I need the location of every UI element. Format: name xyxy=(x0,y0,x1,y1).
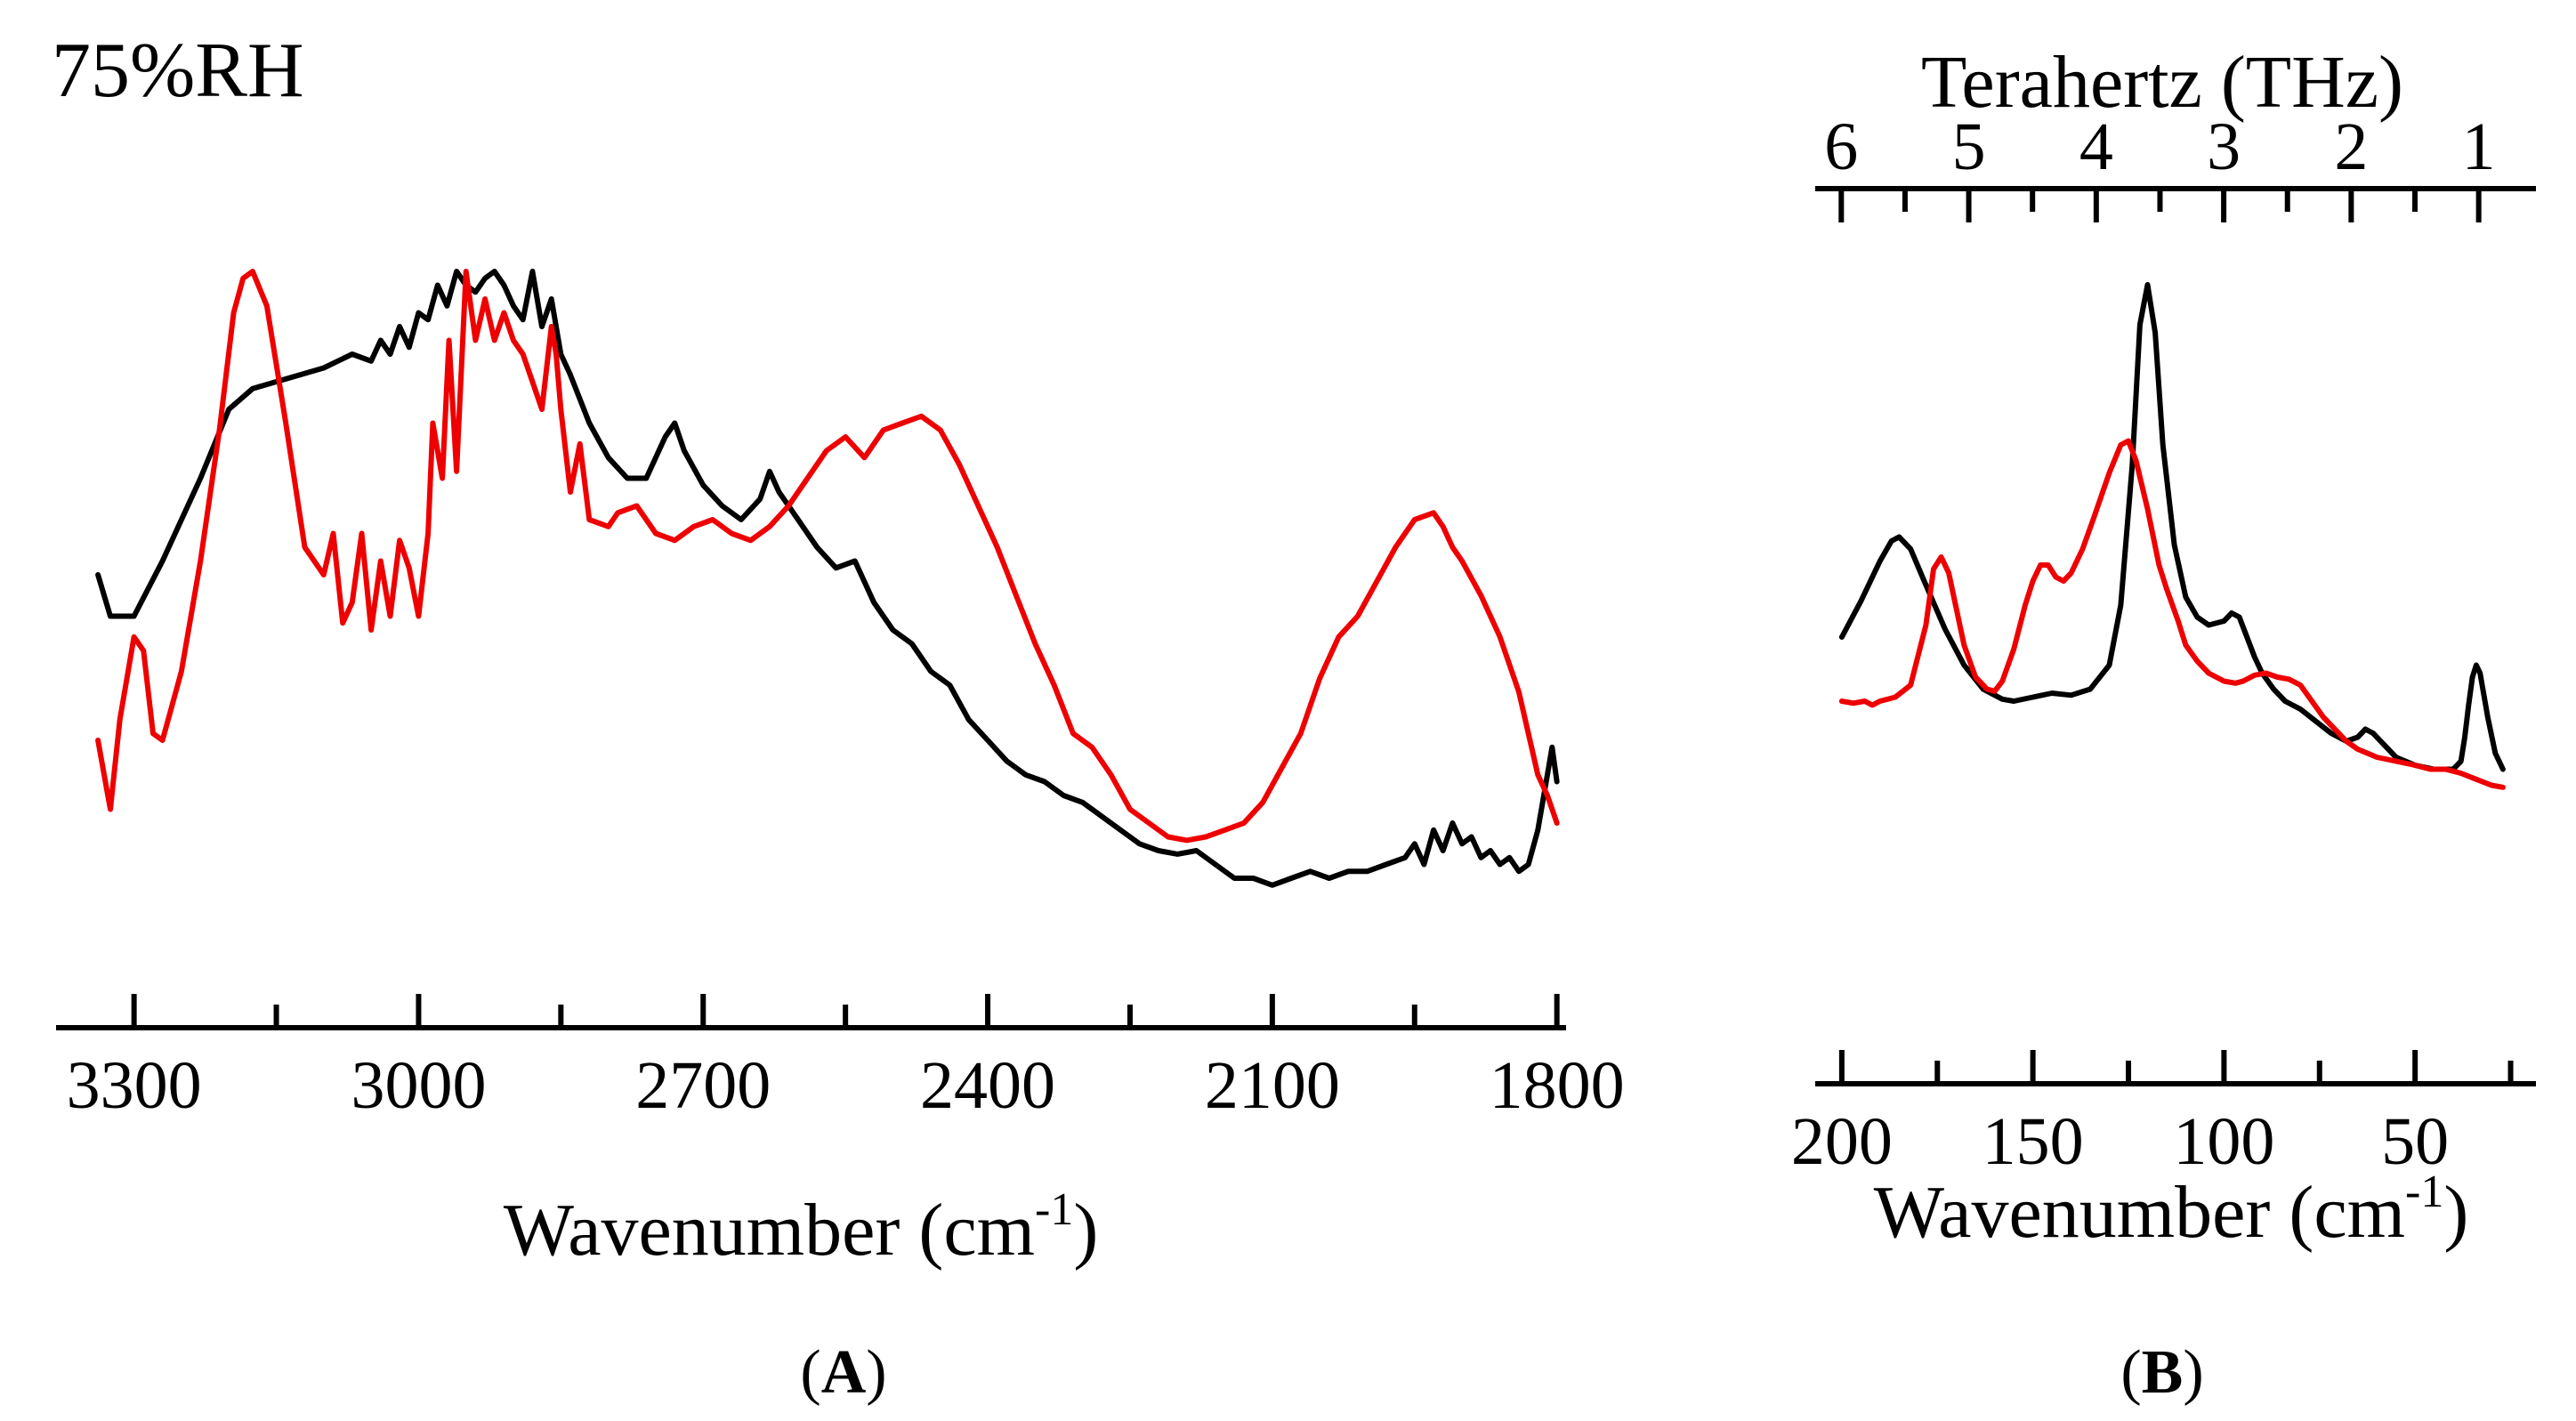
a-tick-label: 1800 xyxy=(1490,1048,1625,1123)
panel-b-xlabel-sup: -1 xyxy=(2405,1167,2443,1217)
panel-b-xlabel-close: ) xyxy=(2443,1171,2468,1254)
panel-b-ticks: 200 150 100 50 xyxy=(1791,1050,2514,1179)
a-tick-label: 3300 xyxy=(67,1048,202,1123)
a-series-red-line xyxy=(95,269,1560,844)
b-tick-label: 100 xyxy=(2173,1104,2274,1179)
b-top-tick-label: 3 xyxy=(2207,109,2241,184)
b-top-tick-label: 6 xyxy=(1824,109,1858,184)
b-top-tick-label: 2 xyxy=(2334,109,2368,184)
panel-a-ticks: 3300 3000 2700 2400 2100 1800 xyxy=(67,994,1625,1123)
a-tick-label: 2700 xyxy=(635,1048,771,1123)
panel-b-series xyxy=(1838,282,2506,790)
panel-b-plot: 200 150 100 50 6 5 4 3 2 1 Terahertz (THz) Waven… xyxy=(1791,41,2536,1254)
panel-b-caption: (B) xyxy=(2120,1338,2203,1407)
b-top-tick-label: 1 xyxy=(2462,109,2496,184)
b-tick-label: 200 xyxy=(1791,1104,1893,1179)
panel-a-caption: (A) xyxy=(800,1338,886,1407)
panel-a-xlabel-main: Wavenumber (cm xyxy=(504,1189,1035,1272)
panel-a-caption-letter: A xyxy=(821,1338,867,1407)
panel-a-x-axis-label: Wavenumber (cm-1) xyxy=(504,1184,1099,1272)
panel-b-top-axis-label: Terahertz (THz) xyxy=(1921,41,2403,124)
panel-a-xlabel-sup: -1 xyxy=(1035,1184,1073,1235)
panel-a-series xyxy=(95,269,1560,888)
panel-a-xlabel-close: ) xyxy=(1073,1189,1098,1272)
a-tick-label: 2100 xyxy=(1205,1048,1340,1123)
panel-b-x-axis-label: Wavenumber (cm-1) xyxy=(1874,1167,2469,1254)
b-tick-label: 50 xyxy=(2381,1104,2449,1179)
b-top-tick-label: 5 xyxy=(1952,109,1986,184)
panel-b-top-ticks: 6 5 4 3 2 1 xyxy=(1824,109,2496,222)
condition-label: 75%RH xyxy=(52,28,304,114)
panel-b-caption-letter: B xyxy=(2142,1338,2184,1407)
b-series-red-line xyxy=(1838,438,2506,790)
b-tick-label: 150 xyxy=(1982,1104,2084,1179)
panel-a-plot: 3300 3000 2700 2400 2100 1800 Wavenumber (cm-… xyxy=(56,269,1625,1272)
b-top-tick-label: 4 xyxy=(2079,109,2113,184)
a-series-black-line xyxy=(95,269,1560,888)
a-tick-label: 3000 xyxy=(351,1048,486,1123)
panel-b-xlabel-main: Wavenumber (cm xyxy=(1874,1171,2405,1254)
b-series-black-line xyxy=(1838,282,2506,772)
a-tick-label: 2400 xyxy=(920,1048,1055,1123)
